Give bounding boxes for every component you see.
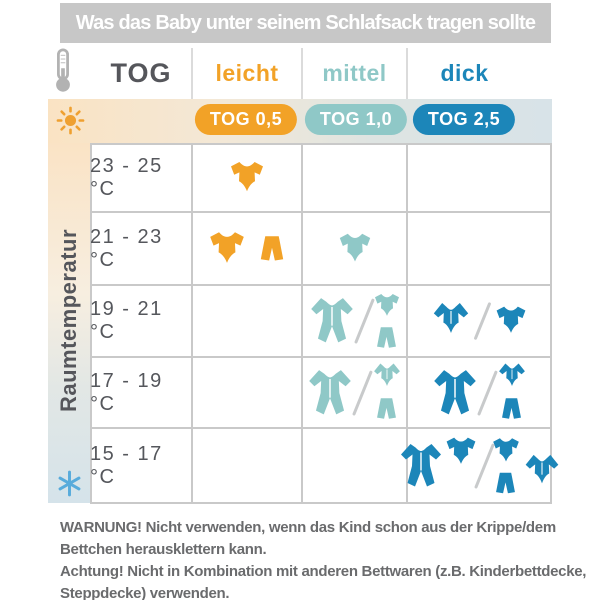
room-temperature-band bbox=[48, 143, 90, 503]
temperature-cell: 23 - 25 °C bbox=[90, 154, 163, 200]
grid-line bbox=[406, 143, 408, 504]
header-divider bbox=[406, 48, 408, 100]
outfit-cell-leicht-r2 bbox=[192, 212, 302, 285]
column-header-leicht: leicht bbox=[215, 59, 279, 86]
outfit-cell-leicht-r1 bbox=[192, 143, 302, 212]
grid-line bbox=[191, 143, 193, 504]
pants-icon bbox=[498, 395, 525, 423]
warning-text: WARNUNG! Nicht verwenden, wenn das Kind … bbox=[60, 517, 587, 600]
title-bar: Was das Baby unter seinem Schlafsack tra… bbox=[60, 3, 551, 43]
sleepsuit-icon bbox=[429, 367, 481, 419]
temperature-cell: 21 - 23 °C bbox=[90, 225, 163, 271]
pants-icon bbox=[373, 395, 400, 423]
outfit-cell-dick-r5 bbox=[407, 428, 552, 503]
warning-line: Bettchen herausklettern kann. bbox=[60, 541, 267, 558]
warning-line: Steppdecke) verwenden. bbox=[60, 585, 230, 600]
grid-line bbox=[90, 143, 92, 504]
sleepsuit-icon bbox=[304, 367, 356, 419]
column-header-mittel: mittel bbox=[322, 59, 387, 86]
long-sleeve-bodysuit-icon bbox=[429, 301, 473, 341]
grid-line bbox=[90, 356, 552, 358]
outfit-cell-dick-r4 bbox=[407, 357, 552, 428]
short-sleeve-bodysuit-icon bbox=[489, 435, 523, 467]
sleepsuit-icon bbox=[396, 441, 446, 491]
grid-line bbox=[550, 143, 552, 504]
short-sleeve-bodysuit-icon bbox=[371, 291, 403, 321]
sleepsuit-icon bbox=[306, 295, 358, 347]
tog-badge-mittel: TOG 1,0 bbox=[304, 104, 408, 135]
temperature-cell: 15 - 17 °C bbox=[90, 442, 163, 488]
temperature-cell: 19 - 21 °C bbox=[90, 298, 163, 343]
temperature-cell: 17 - 19 °C bbox=[90, 369, 163, 415]
room-temperature-label: Raumtemperatur bbox=[56, 228, 81, 412]
short-sleeve-bodysuit-icon bbox=[492, 303, 530, 339]
outfit-cell-mittel-r3 bbox=[302, 285, 407, 357]
short-sleeve-bodysuit-icon bbox=[227, 158, 267, 198]
long-sleeve-bodysuit-icon bbox=[494, 362, 530, 392]
outfit-cell-mittel-r4 bbox=[302, 357, 407, 428]
long-sleeve-bodysuit-icon bbox=[369, 362, 405, 392]
grid-line bbox=[90, 143, 552, 145]
pants-icon bbox=[373, 324, 400, 352]
thermometer-icon bbox=[51, 48, 75, 94]
or-slash bbox=[473, 301, 492, 341]
grid-line bbox=[90, 502, 552, 504]
short-sleeve-bodysuit-icon bbox=[206, 228, 248, 270]
short-sleeve-bodysuit-icon bbox=[336, 230, 374, 268]
tog-badge-leicht: TOG 0,5 bbox=[194, 104, 298, 135]
column-header-dick: dick bbox=[440, 59, 489, 86]
outfit-group bbox=[396, 441, 480, 491]
snowflake-icon bbox=[56, 470, 83, 497]
tog-badge-dick: TOG 2,5 bbox=[412, 104, 516, 135]
tog-column-header: TOG bbox=[110, 57, 172, 88]
outfit-stack bbox=[371, 291, 403, 352]
long-sleeve-bodysuit-icon bbox=[521, 453, 563, 491]
grid-line bbox=[90, 427, 552, 429]
header-divider bbox=[301, 48, 303, 100]
outfit-cell-mittel-r2 bbox=[302, 212, 407, 285]
warning-line: WARNUNG! Nicht verwenden, wenn das Kind … bbox=[60, 519, 556, 536]
grid-line bbox=[90, 284, 552, 286]
outfit-stack bbox=[494, 362, 530, 423]
outfit-stack bbox=[369, 362, 405, 423]
outfit-cell-dick-r3 bbox=[407, 285, 552, 357]
short-sleeve-bodysuit-icon bbox=[442, 434, 480, 470]
warning-line: Achtung! Nicht in Kombination mit andere… bbox=[60, 563, 587, 580]
page-title: Was das Baby unter seinem Schlafsack tra… bbox=[75, 11, 536, 34]
grid-line bbox=[90, 211, 552, 213]
pants-icon bbox=[256, 232, 288, 266]
header-divider bbox=[191, 48, 193, 100]
outfit-group bbox=[489, 435, 563, 497]
pants-icon bbox=[492, 470, 519, 497]
sun-icon bbox=[52, 102, 89, 139]
grid-line bbox=[301, 143, 303, 504]
